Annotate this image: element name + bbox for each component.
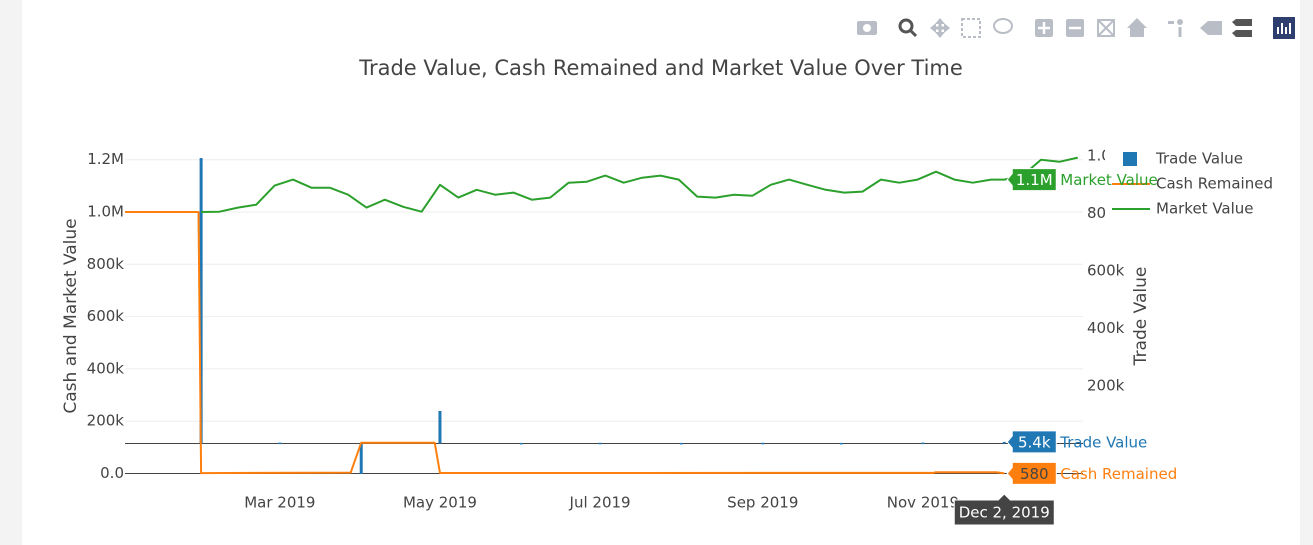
panel — [22, 0, 1300, 545]
plot-area — [125, 156, 1079, 475]
autoscale-icon[interactable] — [1097, 19, 1115, 37]
plotly-logo[interactable] — [1273, 17, 1295, 39]
hover-box — [1006, 430, 1057, 454]
bar — [679, 442, 683, 445]
y-tick-label: 1.2M — [87, 150, 124, 168]
y-tick-label: 0.0 — [100, 464, 124, 482]
hover-value: 580 — [1020, 465, 1049, 483]
bar — [359, 443, 363, 474]
bar — [840, 442, 844, 445]
x-tick-label: Mar 2019 — [244, 494, 315, 512]
hover-date: Dec 2, 2019 — [959, 504, 1050, 522]
hover-value: 1.1M — [1016, 171, 1053, 189]
series-line — [201, 156, 1079, 213]
legend-label: Cash Remained — [1156, 175, 1273, 193]
reset-icon[interactable] — [1127, 18, 1147, 37]
hover-name: Trade Value — [1059, 433, 1147, 451]
hover-name: Cash Remained — [1060, 465, 1177, 483]
bar — [761, 442, 765, 445]
hover-closest-icon[interactable] — [1200, 21, 1222, 35]
y-tick-label: 400k — [87, 359, 125, 377]
y-tick-label: 800k — [87, 255, 125, 273]
bar — [921, 442, 925, 445]
bar — [199, 158, 203, 444]
zoom-in-icon[interactable] — [1035, 19, 1053, 37]
chart-title: Trade Value, Cash Remained and Market Va… — [358, 56, 963, 80]
bar — [598, 442, 602, 445]
hover-box — [1006, 461, 1057, 485]
hover-compare-icon[interactable] — [1232, 19, 1252, 37]
bar — [1002, 441, 1006, 444]
y2-axis-title: Trade Value — [1131, 267, 1151, 367]
spike-icon[interactable] — [1168, 19, 1183, 37]
y-axis-title: Cash and Market Value — [61, 218, 81, 413]
y2-tick-label: 600k — [1087, 262, 1125, 280]
legend-label: Market Value — [1156, 200, 1254, 218]
zoom-out-icon[interactable] — [1066, 19, 1084, 37]
hover-date-box — [953, 493, 1055, 526]
y2-tick-label: 400k — [1087, 319, 1125, 337]
hover-name: Market Value — [1060, 171, 1158, 189]
legend-swatch — [1123, 152, 1137, 166]
camera-icon[interactable] — [857, 21, 877, 35]
zoom-icon[interactable] — [898, 18, 918, 38]
modebar — [857, 17, 1295, 39]
x-tick-label: May 2019 — [403, 494, 477, 512]
lasso-icon[interactable] — [993, 18, 1013, 34]
x-tick-label: Sep 2019 — [727, 494, 798, 512]
x-tick-label: Nov 2019 — [887, 494, 959, 512]
x-tick-label: Jul 2019 — [569, 494, 631, 512]
y2-tick-label: 200k — [1087, 376, 1125, 394]
series-line — [125, 211, 1005, 475]
legend-label: Trade Value — [1155, 150, 1243, 168]
box-select-icon[interactable] — [961, 18, 981, 38]
hover-labels: 5.4k Trade Value 580 Cash Remained 1.1M Marke… — [953, 168, 1177, 526]
bar — [438, 410, 442, 444]
bar — [278, 442, 282, 445]
y-tick-label: 200k — [87, 412, 125, 430]
y-tick-label: 600k — [87, 307, 125, 325]
legend: Trade Value Cash Remained Market Value — [1105, 147, 1295, 223]
y-tick-label: 1.0M — [87, 203, 124, 221]
hover-value: 5.4k — [1018, 433, 1051, 451]
hover-box — [1006, 168, 1057, 192]
pan-icon[interactable] — [930, 18, 950, 38]
bar — [519, 442, 523, 445]
